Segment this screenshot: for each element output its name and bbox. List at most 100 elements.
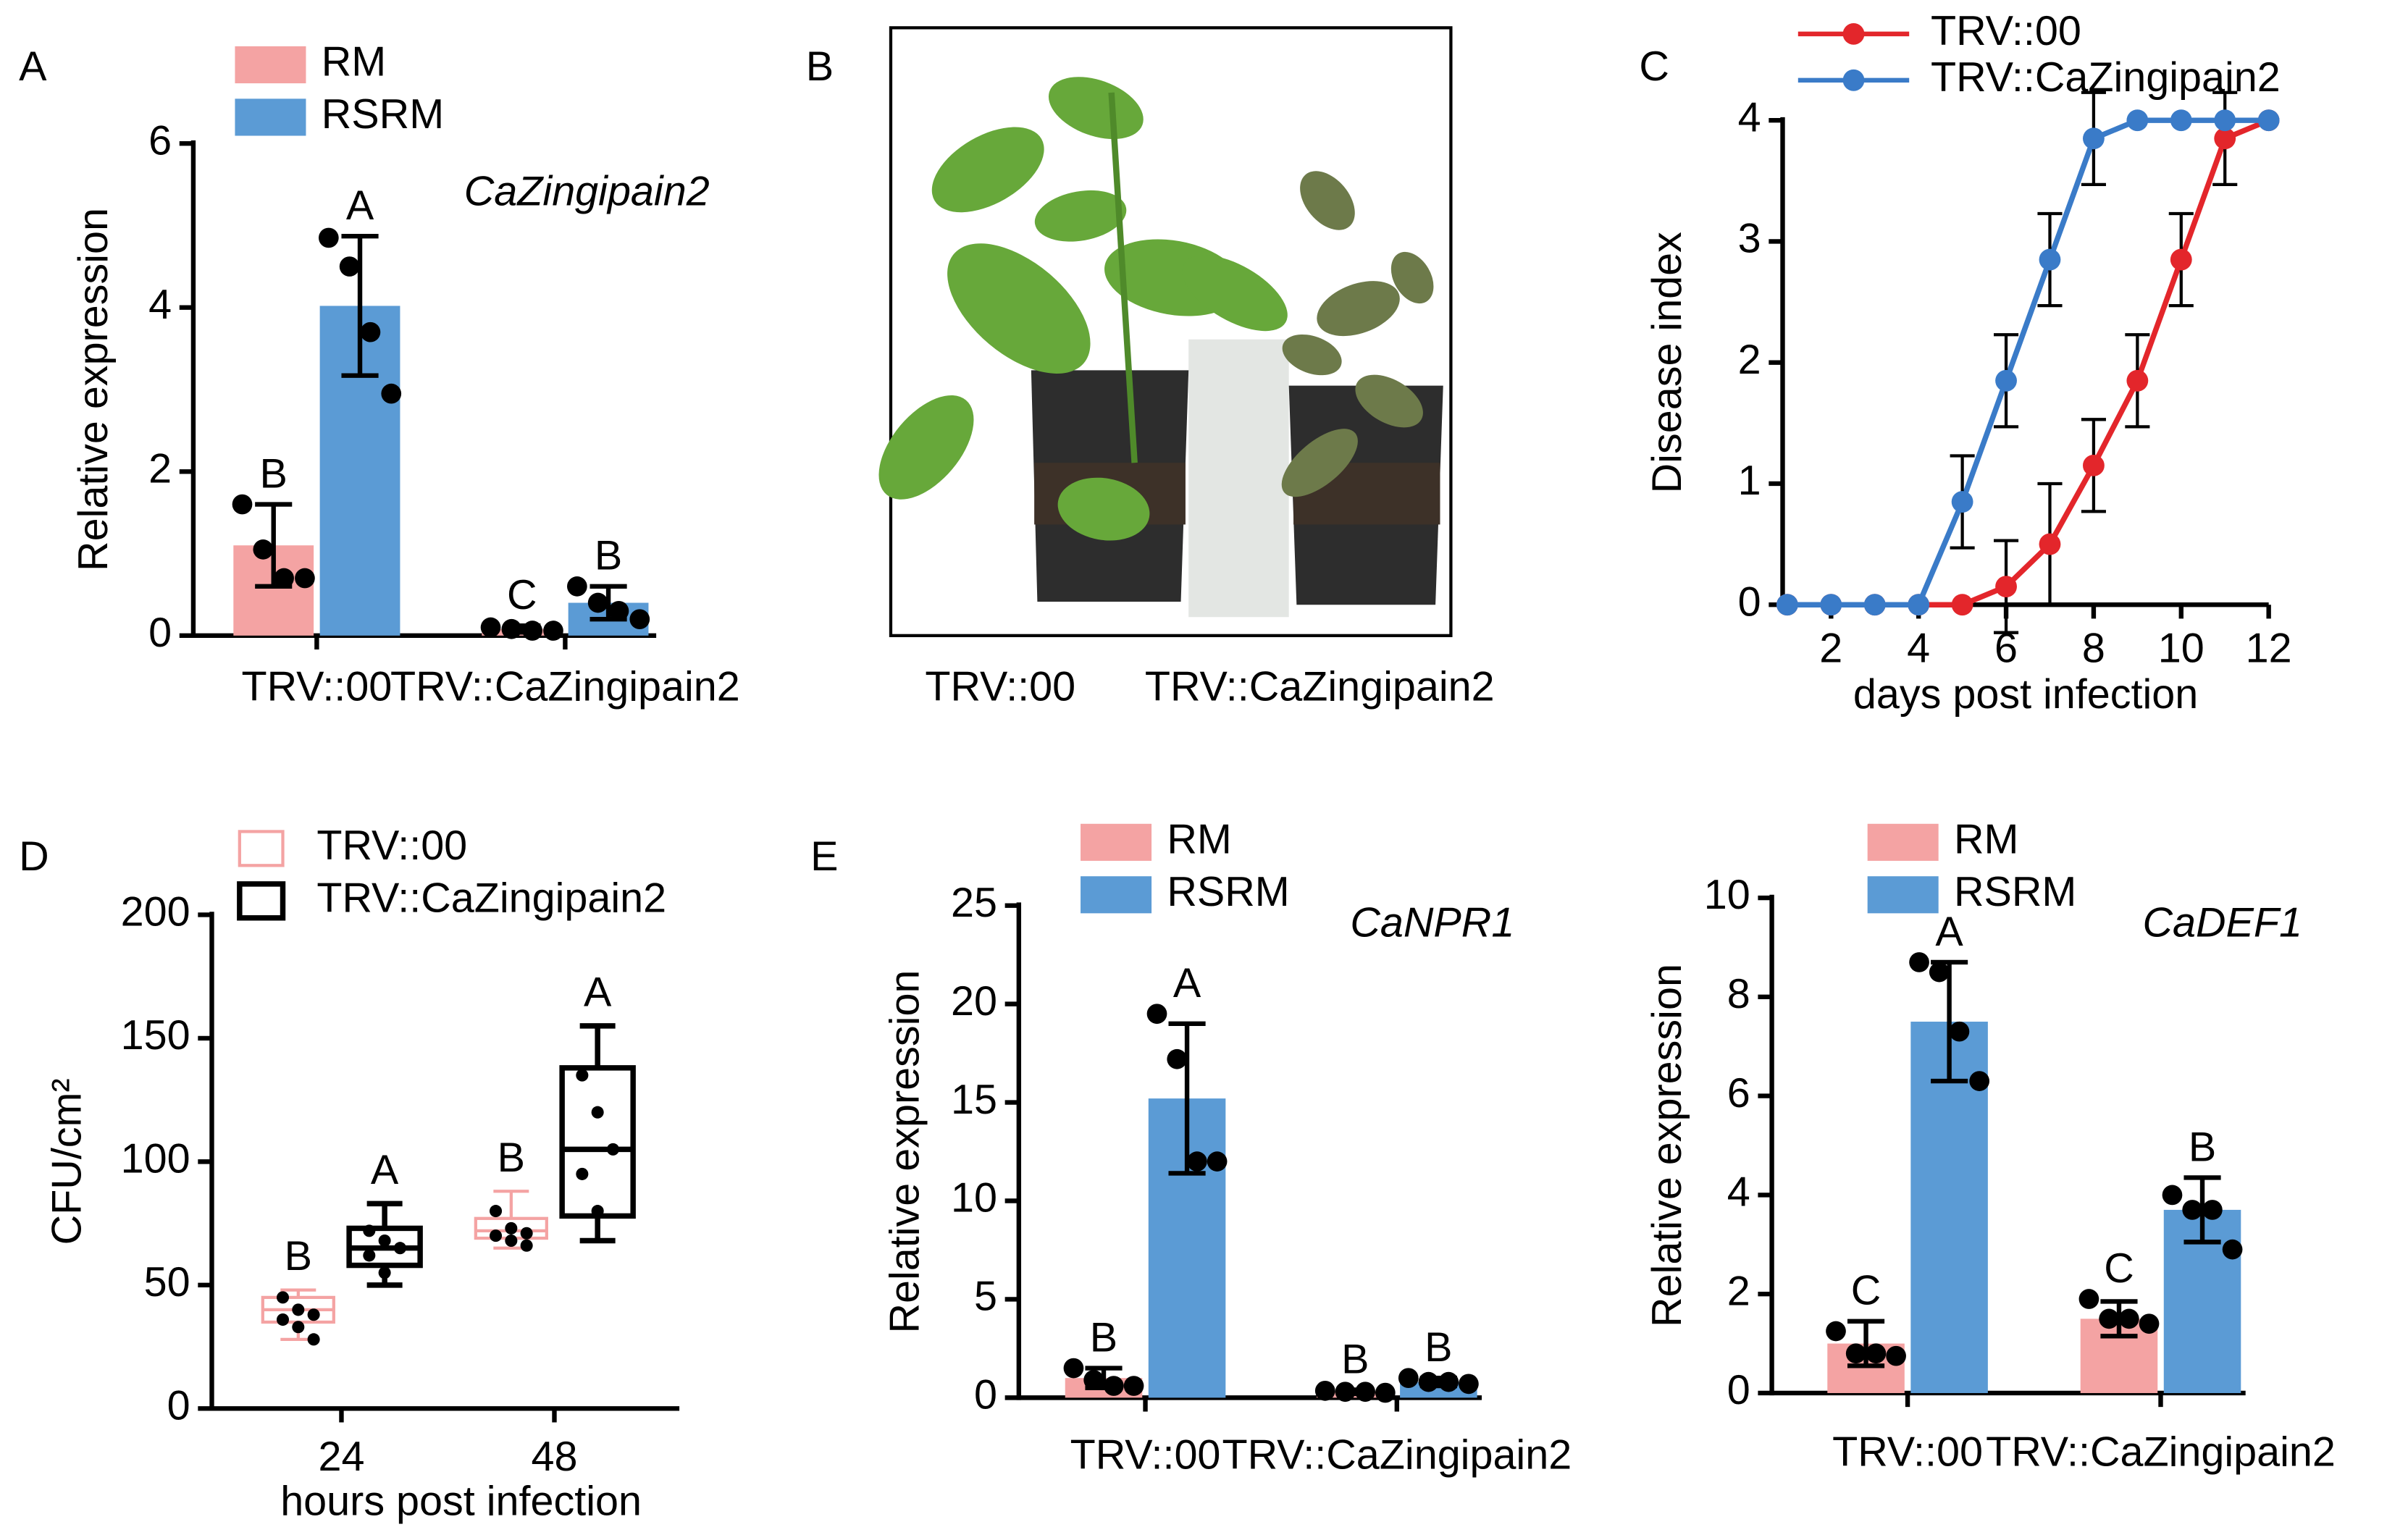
panel-letter: C xyxy=(1639,43,1669,90)
data-point xyxy=(1949,1021,1970,1042)
x-tick-label: 12 xyxy=(2246,625,2292,671)
y-tick-label: 50 xyxy=(144,1259,190,1305)
significance-letter: B xyxy=(285,1233,312,1279)
data-point xyxy=(501,618,522,639)
y-axis-label: Relative expression xyxy=(1644,964,1690,1327)
data-point xyxy=(360,321,381,342)
y-tick-label: 15 xyxy=(951,1077,997,1123)
marker xyxy=(2083,454,2105,476)
significance-letter: C xyxy=(2104,1245,2134,1292)
wilted-leaf xyxy=(1355,374,1423,428)
panel-letter: B xyxy=(806,43,834,90)
marker xyxy=(1776,594,1798,616)
legend-swatch xyxy=(1867,823,1939,861)
data-point xyxy=(2139,1313,2160,1334)
data-point xyxy=(381,383,402,404)
marker xyxy=(2039,248,2061,271)
y-tick-label: 4 xyxy=(1738,94,1761,140)
data-point xyxy=(1438,1371,1459,1392)
photo-label: TRV::00 xyxy=(925,664,1075,710)
significance-letter: B xyxy=(1341,1336,1369,1382)
x-tick-label: TRV::00 xyxy=(1070,1432,1221,1479)
data-point xyxy=(2118,1308,2139,1329)
data-point xyxy=(520,1239,533,1252)
data-point xyxy=(292,1303,305,1316)
x-tick-label: 24 xyxy=(318,1434,364,1480)
data-point xyxy=(2182,1200,2203,1220)
data-point xyxy=(1335,1382,1356,1402)
marker xyxy=(2126,369,2149,392)
x-tick-label: 10 xyxy=(2158,625,2204,671)
annotation: CaZingipain2 xyxy=(464,169,710,215)
wilted-leaf xyxy=(1300,171,1355,230)
marker xyxy=(1863,594,1886,616)
data-point xyxy=(307,1308,320,1321)
marker xyxy=(1820,594,1842,616)
leaf xyxy=(1182,255,1288,332)
significance-letter: C xyxy=(1851,1268,1881,1314)
significance-letter: B xyxy=(1090,1314,1117,1361)
leaf xyxy=(947,243,1091,374)
data-point xyxy=(543,621,563,641)
legend-label: TRV::00 xyxy=(1931,8,2081,54)
data-point xyxy=(1418,1371,1439,1392)
data-point xyxy=(1314,1381,1335,1401)
marker xyxy=(1995,369,2017,392)
panel-letter: E xyxy=(810,833,838,880)
y-tick-label: 0 xyxy=(1727,1367,1750,1413)
data-point xyxy=(274,568,294,589)
x-tick-label: TRV::00 xyxy=(1832,1429,1983,1475)
data-point xyxy=(1123,1376,1144,1396)
data-point xyxy=(1375,1382,1396,1403)
marker xyxy=(2039,533,2061,555)
data-point xyxy=(591,1106,604,1119)
y-tick-label: 2 xyxy=(1738,337,1761,383)
y-tick-label: 2 xyxy=(1727,1268,1750,1314)
data-point xyxy=(1104,1376,1124,1396)
data-point xyxy=(522,621,543,641)
leaf xyxy=(931,127,1044,213)
data-point xyxy=(608,600,629,621)
x-tick-label: 8 xyxy=(2082,625,2105,671)
y-axis-label: Disease index xyxy=(1644,232,1690,494)
data-point xyxy=(587,592,608,613)
significance-letter: B xyxy=(595,533,622,579)
legend-label: RSRM xyxy=(1954,869,2076,915)
y-tick-label: 6 xyxy=(1727,1070,1750,1116)
data-point xyxy=(490,1205,503,1218)
significance-letter: B xyxy=(1425,1324,1452,1371)
data-point xyxy=(1826,1321,1846,1342)
y-tick-label: 0 xyxy=(167,1382,190,1429)
data-point xyxy=(378,1266,391,1279)
data-point xyxy=(393,1242,406,1255)
significance-letter: B xyxy=(498,1135,525,1181)
data-point xyxy=(232,494,253,515)
leaf xyxy=(1034,190,1127,242)
legend-label: RSRM xyxy=(322,91,444,138)
x-tick-label: TRV::CaZingipain2 xyxy=(390,664,740,710)
marker xyxy=(2170,109,2192,132)
y-tick-label: 4 xyxy=(148,282,172,328)
data-point xyxy=(1398,1368,1419,1389)
series-line xyxy=(1787,117,2269,607)
legend-marker xyxy=(1842,69,1865,91)
significance-letter: A xyxy=(584,969,612,1015)
data-point xyxy=(318,227,339,248)
legend-label: TRV::00 xyxy=(316,823,467,869)
legend-swatch xyxy=(1081,823,1152,861)
data-point xyxy=(339,256,360,277)
wilted-leaf xyxy=(1281,429,1358,497)
data-point xyxy=(606,1143,619,1156)
legend-label: RM xyxy=(1167,817,1231,863)
data-point xyxy=(307,1333,320,1346)
x-tick-label: TRV::CaZingipain2 xyxy=(1222,1432,1572,1479)
significance-letter: A xyxy=(371,1147,399,1193)
annotation: CaDEF1 xyxy=(2142,900,2302,946)
photo-background xyxy=(1188,339,1289,618)
x-tick-label: 4 xyxy=(1907,625,1930,671)
data-point xyxy=(490,1229,503,1242)
data-point xyxy=(576,1069,589,1082)
legend-label: RM xyxy=(322,39,386,85)
legend-marker xyxy=(1842,22,1865,45)
